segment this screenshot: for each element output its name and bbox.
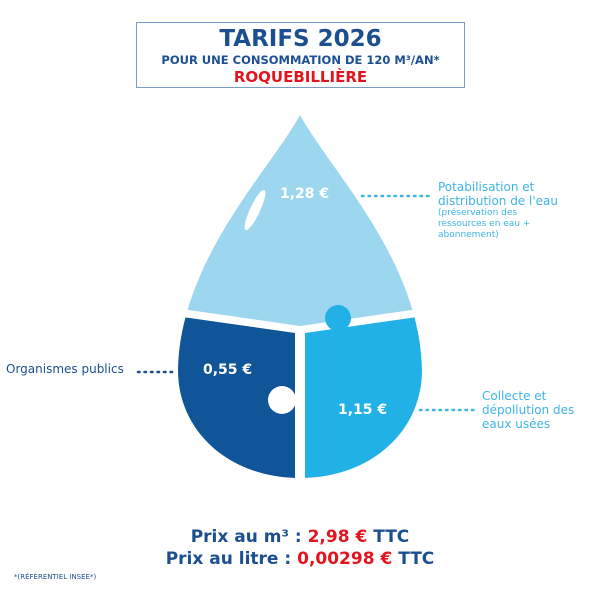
title-box: TARIFS 2026 POUR UNE CONSOMMATION DE 120…: [136, 22, 465, 88]
caption-potabilisation: Potabilisation et distribution de l'eau …: [438, 180, 558, 241]
price-litre-suffix: TTC: [398, 549, 435, 569]
price-litre-label: Prix au litre :: [165, 549, 292, 569]
caption-collecte: Collecte et dépollution des eaux usées: [482, 389, 575, 431]
caption-organismes: Organismes publics: [6, 362, 124, 376]
price-m3-label: Prix au m³ :: [190, 527, 302, 547]
drop-highlight: [244, 189, 266, 231]
price-m3-value: 2,98 €: [307, 527, 368, 547]
puzzle-tab: [256, 274, 284, 302]
puzzle-tab: [268, 386, 296, 414]
footnote: *(RÉFÉRENTIEL INSEE*): [14, 573, 97, 581]
price-litre-value: 0,00298 €: [297, 549, 393, 569]
segment-organismes: [178, 291, 295, 478]
value-organismes: 0,55 €: [203, 362, 253, 378]
caption-label: Potabilisation et distribution de l'eau: [438, 180, 558, 208]
caption-detail: (préservation des ressources en eau + ab…: [438, 208, 531, 240]
value-potabilisation: 1,28 €: [280, 186, 330, 202]
price-m3-suffix: TTC: [373, 527, 410, 547]
price-per-m3: Prix au m³ : 2,98 € TTC: [0, 527, 600, 547]
segment-collecte: [305, 291, 422, 478]
segment-potabilisation: [178, 115, 422, 326]
town: ROQUEBILLIÈRE: [233, 68, 368, 86]
puzzle-tab: [325, 305, 351, 331]
title: TARIFS 2026: [219, 26, 382, 52]
price-per-litre: Prix au litre : 0,00298 € TTC: [0, 549, 600, 569]
subtitle: POUR UNE CONSOMMATION DE 120 M³/AN*: [161, 53, 440, 67]
value-collecte: 1,15 €: [338, 402, 388, 418]
